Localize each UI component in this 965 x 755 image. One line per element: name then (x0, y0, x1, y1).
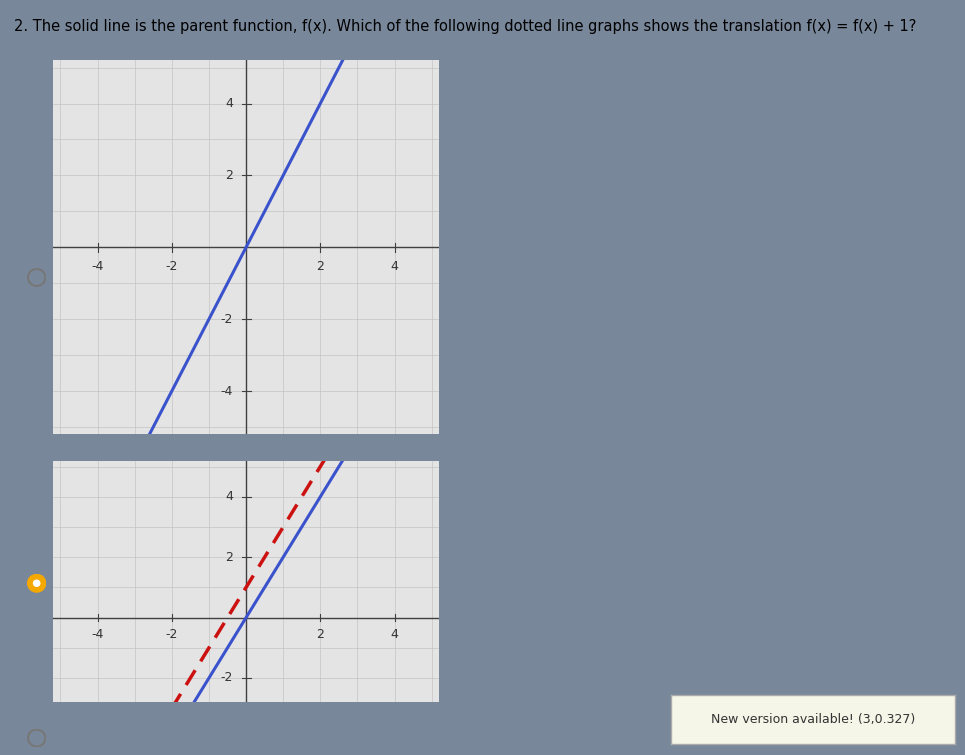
Text: 4: 4 (391, 260, 399, 273)
Text: -4: -4 (92, 628, 104, 641)
Text: -4: -4 (92, 260, 104, 273)
Text: 2: 2 (225, 550, 234, 564)
Text: -2: -2 (221, 313, 234, 325)
Text: 2. The solid line is the parent function, f(x). Which of the following dotted li: 2. The solid line is the parent function… (14, 19, 917, 34)
Text: 2: 2 (317, 260, 324, 273)
Text: 4: 4 (225, 490, 234, 504)
Text: 2: 2 (317, 628, 324, 641)
Text: -2: -2 (221, 671, 234, 685)
Text: 4: 4 (225, 97, 234, 110)
Text: -4: -4 (221, 384, 234, 397)
Text: -2: -2 (166, 628, 178, 641)
Text: -2: -2 (166, 260, 178, 273)
Text: 2: 2 (225, 169, 234, 182)
Circle shape (28, 575, 45, 592)
Circle shape (33, 580, 41, 587)
Text: 4: 4 (391, 628, 399, 641)
Text: New version available! (3,0.327): New version available! (3,0.327) (711, 713, 915, 726)
